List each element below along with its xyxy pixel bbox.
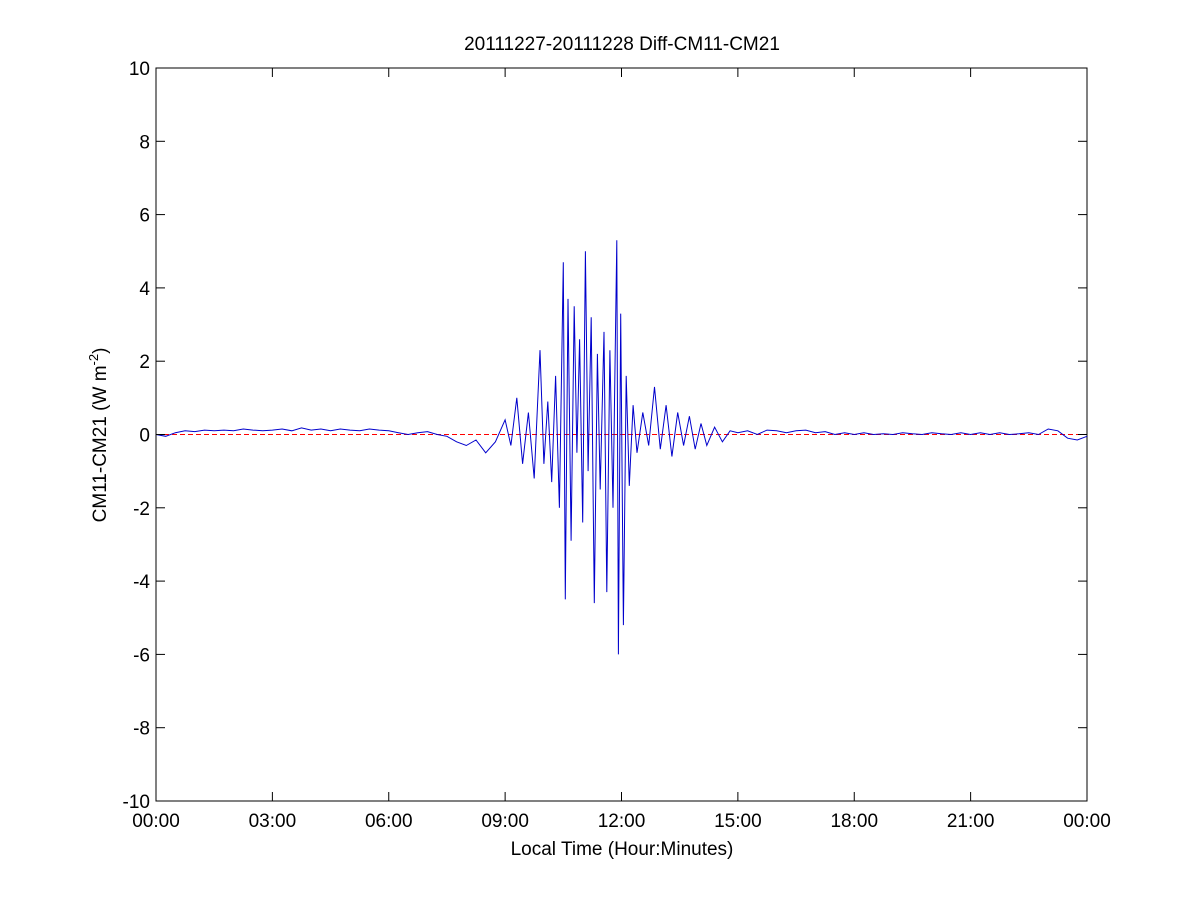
- y-tick-label: 2: [139, 352, 150, 373]
- y-axis-label-suffix: ): [90, 348, 111, 354]
- x-tick-label: 03:00: [249, 811, 297, 832]
- y-tick-label: -4: [133, 572, 150, 593]
- y-tick-label: 6: [139, 206, 150, 227]
- y-tick-label: -6: [133, 645, 150, 666]
- y-tick-label: -8: [133, 719, 150, 740]
- y-axis-label: CM11-CM21 (W m-2): [86, 348, 111, 523]
- y-axis-label-prefix: CM11-CM21 (W m: [90, 365, 111, 522]
- x-tick-label: 18:00: [830, 811, 878, 832]
- y-tick-label: 4: [139, 279, 150, 300]
- x-tick-label: 15:00: [714, 811, 762, 832]
- y-tick-label: 10: [129, 59, 150, 80]
- x-tick-label: 09:00: [481, 811, 529, 832]
- y-tick-label: 8: [139, 132, 150, 153]
- x-tick-label: 00:00: [132, 811, 180, 832]
- x-tick-label: 21:00: [947, 811, 995, 832]
- y-tick-label: -10: [123, 792, 150, 813]
- x-tick-label: 06:00: [365, 811, 413, 832]
- x-tick-label: 12:00: [598, 811, 646, 832]
- x-axis-label: Local Time (Hour:Minutes): [511, 839, 734, 860]
- y-tick-label: 0: [139, 426, 150, 447]
- series-line: [155, 240, 1088, 655]
- x-tick-label: 00:00: [1063, 811, 1111, 832]
- series-layer: [155, 240, 1088, 655]
- y-axis: -10 -8 -6 -4 -2 0 2 4 6 8 10: [123, 59, 1087, 813]
- y-axis-label-superscript: -2: [86, 354, 101, 366]
- x-axis: 00:00 03:00 06:00 09:00 12:00 15:00 18:00 21:00…: [132, 68, 1111, 832]
- chart-title: 20111227-20111228 Diff-CM11-CM21: [464, 34, 780, 55]
- y-tick-label: -2: [133, 499, 150, 520]
